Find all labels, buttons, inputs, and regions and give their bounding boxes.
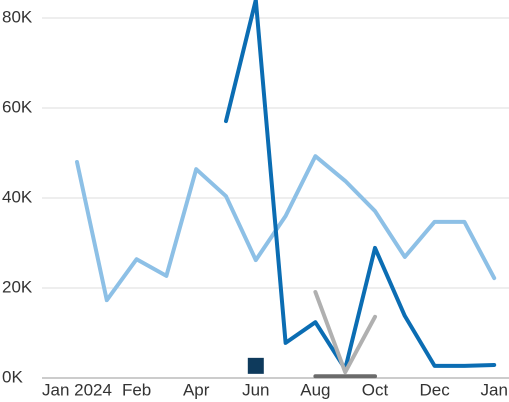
data-line [313, 290, 377, 375]
data-line [75, 154, 497, 303]
point-marker [247, 357, 264, 374]
x-tick-label: Jun [242, 380, 269, 399]
y-tick-label: 80K [2, 7, 33, 26]
y-tick-label: 40K [2, 187, 33, 206]
y-tick-label: 20K [2, 277, 33, 296]
y-tick-label: 60K [2, 97, 33, 116]
x-tick-label: Dec [419, 380, 450, 399]
x-tick-label: Apr [183, 380, 210, 399]
y-tick-label: 0K [2, 367, 23, 386]
data-line [224, 0, 497, 371]
x-tick-label: Feb [122, 380, 151, 399]
x-tick-label: Aug [300, 380, 330, 399]
x-tick-label: Oct [362, 380, 389, 399]
x-tick-label: Jan [480, 380, 507, 399]
x-tick-label: Jan 2024 [42, 380, 112, 399]
